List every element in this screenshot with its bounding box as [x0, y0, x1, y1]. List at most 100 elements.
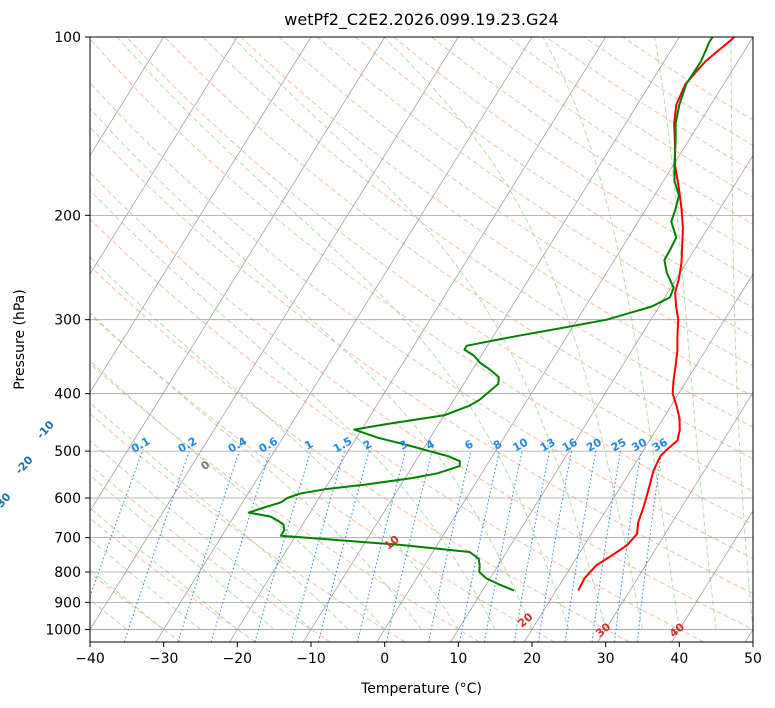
chart-title: wetPf2_C2E2.2026.099.19.23.G24: [284, 10, 558, 30]
y-tick-label: 500: [54, 444, 81, 460]
dry-adiabat-line: [90, 38, 753, 525]
dry-adiabat-line: [90, 362, 481, 642]
moist-adiabat-line: [542, 37, 680, 630]
moist-adiabat-label: 0: [198, 458, 212, 473]
mixing-ratio-line: [210, 450, 271, 642]
dry-adiabat-line: [240, 37, 753, 397]
dry-adiabat-line: [126, 37, 753, 492]
isotherm-line: [671, 510, 753, 642]
moist-adiabat-line: [116, 37, 570, 630]
x-tick-label: 30: [597, 651, 615, 667]
sounding-profiles: [247, 37, 736, 592]
isotherm-line: [90, 37, 386, 512]
moist-adiabat-label: 40: [667, 620, 687, 640]
mixing-ratio-line: [385, 450, 433, 642]
mixing-ratio-label: 0.2: [176, 435, 199, 456]
moist-adiabat-line: [90, 107, 533, 630]
y-tick-label: 300: [54, 313, 81, 329]
mixing-ratio-label: 1.5: [331, 435, 354, 456]
dry-adiabat-line: [202, 37, 753, 428]
y-tick-label: 1000: [45, 622, 81, 638]
isotherm-line: [744, 628, 753, 642]
y-tick-label: 400: [54, 387, 81, 403]
moist-adiabat-line: [90, 507, 238, 630]
isotherm-line: [229, 37, 607, 642]
moist-adiabat-line: [90, 256, 459, 630]
moist-adiabat-line: [730, 37, 753, 630]
x-axis: −40 −30 −20 −10 0 10 20 30 40 50: [75, 642, 762, 667]
plot-frame: [89, 36, 754, 643]
y-axis-label: Pressure (hPa): [12, 289, 28, 389]
y-tick-label: 900: [54, 595, 81, 611]
mixing-ratio-label: 6: [463, 437, 476, 452]
moist-adiabat-line: [90, 360, 386, 630]
moist-adiabat-label: 20: [515, 610, 535, 630]
isotherm-line: [597, 391, 753, 642]
mixing-ratio-label: 0.4: [226, 434, 250, 455]
x-tick-label: 0: [380, 651, 389, 667]
isotherm-line: [376, 37, 753, 642]
moist-adiabat-line: [90, 312, 422, 630]
mixing-ratio-label: 0.1: [129, 435, 152, 456]
moist-adiabat-line: [90, 402, 349, 630]
mixing-ratio-line: [177, 450, 240, 642]
dry-adiabat-label: -10: [34, 418, 57, 442]
x-tick-label: 50: [744, 651, 762, 667]
mixing-ratio-line: [123, 450, 190, 642]
y-tick-label: 800: [54, 565, 81, 581]
isotherm-line: [90, 37, 459, 631]
mixing-ratio-line: [614, 451, 642, 642]
dry-adiabat-line: [278, 37, 753, 367]
y-tick-label: 600: [54, 491, 81, 507]
mixing-ratio-label: 20: [584, 435, 604, 454]
x-tick-label: −20: [223, 651, 253, 667]
y-axis: 100 200 300 400 500 600 700 800 900 1000: [45, 30, 90, 638]
mixing-ratio-label: 25: [609, 436, 629, 455]
mixing-ratio-line: [317, 450, 370, 642]
mixing-ratio-line: [90, 450, 143, 599]
mixing-ratio-label: 0.6: [257, 434, 281, 455]
dry-adiabat-line: [90, 265, 630, 642]
mixing-ratio-label: 13: [538, 436, 558, 455]
dry-adiabat-line: [355, 37, 753, 309]
dry-adiabat-label: -20: [13, 453, 36, 477]
dry-adiabat-label: -30: [0, 490, 14, 514]
isotherm-line: [450, 154, 753, 642]
dry-adiabat-line: [164, 37, 753, 460]
mixing-ratio-line: [513, 450, 550, 642]
y-tick-label: 100: [54, 30, 81, 46]
dry-adiabat-line: [90, 517, 256, 642]
mixing-ratio-line: [636, 451, 663, 642]
dry-adiabat-line: [316, 37, 753, 338]
dry-adiabat-line: [622, 37, 753, 121]
mixing-ratio-label: 30: [629, 435, 649, 454]
y-tick-label: 700: [54, 531, 81, 547]
moist-adiabat-line: [90, 474, 275, 630]
moist-adiabat-line: [383, 37, 643, 630]
y-tick-label: 200: [54, 208, 81, 224]
x-axis-label: Temperature (°C): [360, 681, 482, 697]
moist-adiabat-label: 30: [593, 620, 613, 640]
background-lines: [90, 37, 753, 642]
isotherm-line: [90, 37, 165, 157]
dry-adiabat-line: [90, 313, 555, 642]
dry-adiabat-line: [90, 218, 705, 642]
x-tick-label: 20: [523, 651, 541, 667]
x-tick-label: −10: [296, 651, 326, 667]
moist-adiabat-line: [90, 189, 496, 630]
mixing-ratio-line: [357, 450, 406, 642]
isotherm-line: [90, 37, 312, 394]
isotherm-line: [523, 273, 753, 642]
moist-adiabat-line: [90, 538, 201, 630]
dry-adiabat-line: [90, 171, 753, 630]
moist-adiabat-line: [90, 439, 312, 630]
mixing-ratio-line: [254, 450, 312, 642]
mixing-ratio-line: [290, 450, 345, 642]
x-tick-label: 10: [449, 651, 467, 667]
moist-adiabat-line: [654, 37, 717, 630]
x-tick-label: −30: [149, 651, 179, 667]
isotherm-line: [90, 37, 238, 275]
dry-adiabat-line: [90, 82, 753, 560]
moist-adiabat-line: [90, 568, 164, 630]
isotherm-line: [155, 37, 533, 642]
